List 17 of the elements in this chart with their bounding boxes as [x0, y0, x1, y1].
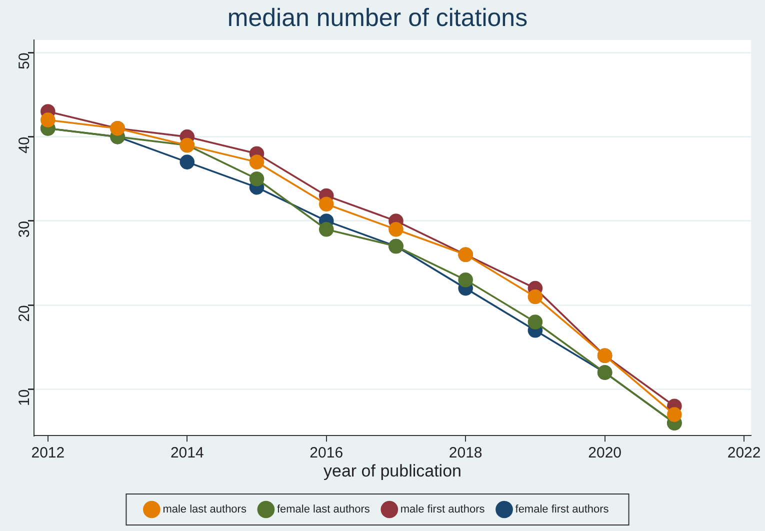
- x-axis-title: year of publication: [324, 461, 462, 480]
- x-tick-label: 2020: [588, 444, 622, 462]
- y-tick-label: 30: [16, 220, 34, 238]
- y-tick-label: 20: [16, 305, 34, 322]
- y-tick-label: 50: [16, 52, 34, 70]
- legend-label: male last authors: [162, 504, 247, 516]
- legend-label: female first authors: [515, 504, 610, 516]
- y-tick-label: 10: [16, 389, 34, 406]
- x-tick-label: 2022: [727, 444, 761, 462]
- legend-label: male first authors: [400, 504, 486, 516]
- chart-title: median number of citations: [227, 4, 528, 32]
- legend-label: female last authors: [276, 504, 370, 516]
- x-tick-label: 2018: [448, 444, 482, 462]
- x-tick-label: 2012: [31, 444, 65, 462]
- x-tick-label: 2016: [310, 444, 344, 462]
- x-tick-label: 2014: [170, 444, 204, 462]
- y-tick-label: 40: [16, 136, 34, 154]
